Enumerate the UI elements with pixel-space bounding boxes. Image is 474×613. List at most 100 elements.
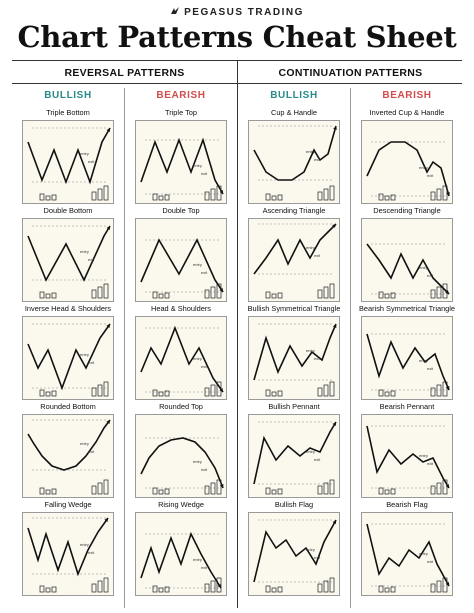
pattern-chart: entry exit xyxy=(366,523,450,593)
column-header-continuation-bearish: BEARISH xyxy=(382,90,432,101)
volume-bar xyxy=(152,487,158,495)
arrow-icon xyxy=(106,226,110,230)
volume-bar xyxy=(442,381,448,397)
volume-bar xyxy=(216,479,222,495)
brand: PEGASUS TRADING xyxy=(0,6,474,18)
volume-bar xyxy=(152,389,158,397)
pattern-name: Double Bottom xyxy=(43,206,93,215)
volume-bar xyxy=(430,289,436,299)
volume-bar xyxy=(378,585,384,593)
pattern-name: Bullish Symmetrical Triangle xyxy=(247,304,341,313)
pattern-card: Double Bottom entry exit xyxy=(12,206,124,306)
volume-bar xyxy=(384,489,390,495)
price-line xyxy=(253,519,337,583)
entry-label: entry xyxy=(419,265,428,270)
exit-label: exit xyxy=(427,273,434,278)
volume-bar xyxy=(158,587,164,593)
section-title-reversal: REVERSAL PATTERNS xyxy=(64,67,185,79)
pattern-card: Rising Wedge entry exit xyxy=(125,500,237,600)
volume-bar xyxy=(39,291,45,299)
pattern-chart: entry exit xyxy=(27,127,111,201)
volume-bar xyxy=(51,390,57,397)
price-line xyxy=(140,437,224,489)
column-divider-continuation xyxy=(350,88,351,608)
volume-bar xyxy=(384,195,390,201)
price-line xyxy=(140,325,224,393)
pattern-chart: entry exit xyxy=(253,323,337,397)
volume-bar xyxy=(384,293,390,299)
pattern-chart: entry exit xyxy=(140,437,224,495)
volume-bar xyxy=(390,586,396,593)
arrow-icon xyxy=(106,420,110,424)
exit-label: exit xyxy=(427,366,434,371)
arrow-icon xyxy=(217,584,221,588)
volume-bar xyxy=(210,482,216,495)
volume-bar xyxy=(329,479,335,495)
volume-bar xyxy=(91,387,97,397)
price-line xyxy=(366,243,450,295)
pattern-panel xyxy=(361,316,453,400)
price-line xyxy=(27,419,111,471)
volume-bar xyxy=(323,482,329,495)
volume-bar xyxy=(97,482,103,495)
volume-bar xyxy=(390,292,396,299)
exit-label: exit xyxy=(201,270,208,275)
volume-bar xyxy=(378,193,384,201)
volume-bar xyxy=(442,479,448,495)
volume-bar xyxy=(277,292,283,299)
pegasus-logo-icon xyxy=(171,7,180,14)
price-line xyxy=(366,141,450,197)
pattern-name: Bearish Pennant xyxy=(379,402,435,411)
volume-bar xyxy=(323,384,329,397)
entry-label: entry xyxy=(306,449,315,454)
price-line xyxy=(366,523,450,587)
exit-label: exit xyxy=(201,364,208,369)
arrow-icon xyxy=(332,324,337,328)
exit-label: exit xyxy=(201,565,208,570)
volume-bar xyxy=(91,583,97,593)
entry-label: entry xyxy=(193,163,202,168)
pattern-card: Triple Bottom entry exit xyxy=(12,108,124,208)
exit-label: exit xyxy=(314,457,321,462)
pattern-name: Triple Bottom xyxy=(46,108,90,117)
pattern-chart: entry exit xyxy=(366,333,450,397)
exit-label: exit xyxy=(88,257,95,262)
pattern-panel xyxy=(22,316,114,400)
volume-bar xyxy=(323,580,329,593)
volume-bar xyxy=(39,389,45,397)
pattern-card: Bearish Pennant entry exit xyxy=(351,402,463,502)
volume-bar xyxy=(216,185,222,201)
volume-bar xyxy=(323,286,329,299)
volume-bar xyxy=(103,381,109,397)
volume-bar xyxy=(103,185,109,201)
volume-bar xyxy=(45,587,51,593)
volume-bar xyxy=(430,191,436,201)
pattern-name: Cup & Handle xyxy=(270,108,317,117)
column-header-reversal-bearish: BEARISH xyxy=(156,90,206,101)
pattern-chart: entry exit xyxy=(140,325,224,397)
volume-bar xyxy=(45,489,51,495)
pattern-panel xyxy=(248,218,340,302)
pattern-card: Bearish Symmetrical Triangle entry exit xyxy=(351,304,463,404)
volume-bar xyxy=(204,485,210,495)
volume-bar xyxy=(265,291,271,299)
entry-label: entry xyxy=(80,151,89,156)
volume-bar xyxy=(210,286,216,299)
entry-label: entry xyxy=(80,542,89,547)
volume-bar xyxy=(204,387,210,397)
volume-bar xyxy=(317,289,323,299)
arrow-icon xyxy=(445,386,450,390)
volume-bar xyxy=(164,194,170,201)
pattern-card: Inverted Cup & Handle entry exit xyxy=(351,108,463,208)
arrow-icon xyxy=(104,518,108,522)
volume-bar xyxy=(91,289,97,299)
entry-label: entry xyxy=(419,453,428,458)
price-line xyxy=(366,333,450,391)
pattern-chart: entry exit xyxy=(366,243,450,299)
volume-bar xyxy=(216,381,222,397)
volume-bar xyxy=(390,488,396,495)
pattern-card: Falling Wedge entry exit xyxy=(12,500,124,600)
pattern-name: Head & Shoulders xyxy=(151,304,211,313)
pattern-panel xyxy=(248,120,340,204)
volume-bar xyxy=(277,488,283,495)
